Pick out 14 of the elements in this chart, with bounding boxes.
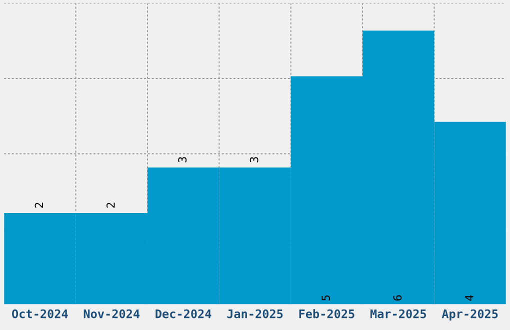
x-tick-label: Feb-2025 (299, 309, 354, 318)
x-tick-label: Jan-2025 (227, 309, 283, 318)
data-label: 5 (322, 295, 330, 300)
x-tick-label: Oct-2024 (12, 309, 68, 318)
x-tick-label: Mar-2025 (370, 309, 426, 318)
x-tick-label: Apr-2025 (442, 309, 498, 321)
data-label: 3 (250, 157, 258, 162)
x-tick-label: Nov-2024 (84, 309, 140, 318)
data-label: 2 (106, 202, 115, 208)
data-label: 6 (393, 295, 402, 301)
data-label: 3 (178, 157, 187, 162)
data-label: 4 (465, 295, 474, 301)
data-label: 2 (34, 202, 44, 208)
x-tick-label: Dec-2024 (156, 309, 212, 318)
